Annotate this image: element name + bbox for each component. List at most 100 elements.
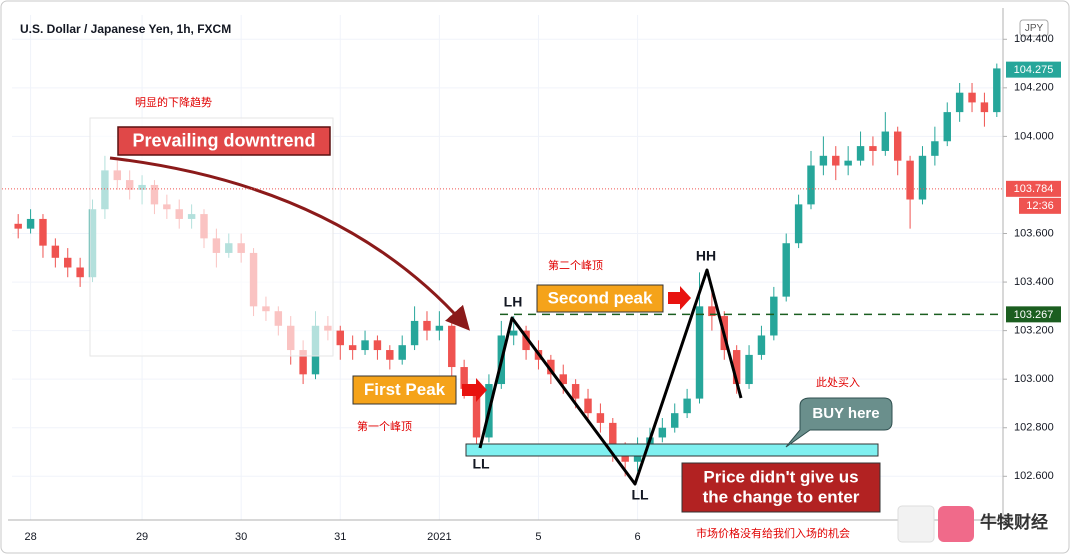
candle-body xyxy=(918,155,927,200)
swing-label: LH xyxy=(504,294,523,310)
candle-body xyxy=(410,320,419,346)
candle-body xyxy=(968,92,976,103)
annotation: Second peak xyxy=(548,288,653,307)
y-tick-label: 104.400 xyxy=(1014,33,1054,45)
candle-body xyxy=(683,398,691,414)
y-tick-label: 104.000 xyxy=(1014,130,1054,142)
candle-body xyxy=(51,245,60,258)
candle-body xyxy=(435,325,444,331)
annotation: 市场价格没有给我们入场的机会 xyxy=(696,526,850,540)
candle-body xyxy=(472,388,481,438)
highlight-panel xyxy=(89,117,334,357)
candle-body xyxy=(931,141,939,156)
swing-label: LL xyxy=(472,456,490,472)
y-tick-label: 103.600 xyxy=(1014,227,1054,239)
candle-body xyxy=(893,131,902,161)
candle-body xyxy=(732,350,741,385)
candle-body xyxy=(596,413,605,423)
watermark: 牛犊财经 xyxy=(980,512,1048,533)
candle-body xyxy=(807,165,815,205)
candle-body xyxy=(844,160,852,166)
candle-body xyxy=(906,160,914,200)
annotation: Prevailing downtrend xyxy=(132,130,315,150)
candle-body xyxy=(448,325,456,368)
chart-title: U.S. Dollar / Japanese Yen, 1h, FXCM xyxy=(20,22,231,36)
candle-body xyxy=(348,345,357,351)
x-tick-label: 6 xyxy=(635,531,641,543)
annotation: 明显的下降趋势 xyxy=(135,95,212,109)
price-label: 103.267 xyxy=(1014,309,1054,321)
candle-body xyxy=(757,335,766,355)
candle-body xyxy=(299,350,307,375)
candle-body xyxy=(881,131,890,151)
x-tick-label: 30 xyxy=(235,531,247,543)
candle-body xyxy=(386,350,394,360)
candle-body xyxy=(609,422,617,448)
y-tick-label: 103.000 xyxy=(1014,373,1054,385)
y-tick-label: 102.800 xyxy=(1014,422,1054,434)
candle-body xyxy=(943,112,951,142)
candle-body xyxy=(819,155,828,166)
x-tick-label: 5 xyxy=(535,531,541,543)
candle-body xyxy=(336,330,344,346)
candle-body xyxy=(708,306,716,317)
annotation: First Peak xyxy=(364,380,446,399)
candle-body xyxy=(26,218,35,229)
candle-body xyxy=(398,345,406,360)
candle-body xyxy=(955,92,964,113)
y-tick-label: 104.200 xyxy=(1014,82,1054,94)
candle-body xyxy=(373,340,382,351)
watermark-logo xyxy=(938,506,974,542)
buy-zone xyxy=(465,443,879,457)
callout xyxy=(785,397,893,448)
candle-body xyxy=(584,398,592,414)
price-label-box xyxy=(1006,306,1061,323)
currency: JPY xyxy=(1025,23,1044,34)
arrow xyxy=(668,286,691,310)
annotation: the change to enter xyxy=(703,487,860,506)
annotation: 第一个峰顶 xyxy=(357,419,412,433)
candle-body xyxy=(782,243,790,297)
zigzag xyxy=(478,268,743,486)
annotation: Price didn't give us xyxy=(703,467,858,486)
candle-body xyxy=(671,413,679,428)
annotation: 此处买入 xyxy=(816,376,860,389)
y-tick-label: 103.200 xyxy=(1014,325,1054,337)
currency-box[interactable] xyxy=(1019,19,1049,37)
candle-body xyxy=(658,427,667,438)
candle-body xyxy=(460,367,468,389)
annotation: 第二个峰顶 xyxy=(548,258,603,272)
x-tick-label: 31 xyxy=(334,531,346,543)
candle-body xyxy=(559,374,567,385)
price-label: 104.275 xyxy=(1014,64,1054,76)
candle-body xyxy=(794,204,803,244)
candle-body xyxy=(856,146,865,161)
price-label-box xyxy=(1006,180,1061,197)
candle-body xyxy=(571,384,580,399)
watermark-icon xyxy=(897,505,935,543)
x-tick-label: 29 xyxy=(136,531,148,543)
candle-body xyxy=(39,218,47,246)
y-tick-label: 102.600 xyxy=(1014,470,1054,482)
swing-label: LL xyxy=(631,487,649,503)
candle-body xyxy=(423,320,431,331)
annotation-box xyxy=(681,462,881,513)
x-tick-label: 2021 xyxy=(427,531,451,543)
candle-body xyxy=(522,330,530,351)
candle-body xyxy=(509,330,518,336)
candle-body xyxy=(361,340,369,351)
candle-body xyxy=(64,257,72,268)
candle-body xyxy=(695,306,704,399)
candle-body xyxy=(547,359,555,375)
candle-body xyxy=(770,296,778,336)
countdown: 12:36 xyxy=(1026,200,1054,212)
candle-body xyxy=(14,223,22,229)
candle-body xyxy=(980,102,989,113)
arrow xyxy=(462,378,487,402)
annotation-box xyxy=(117,126,331,156)
price-label: 103.784 xyxy=(1014,183,1054,195)
x-tick-label: 28 xyxy=(24,531,36,543)
y-tick-label: 103.400 xyxy=(1014,276,1054,288)
candle-body xyxy=(869,146,877,151)
